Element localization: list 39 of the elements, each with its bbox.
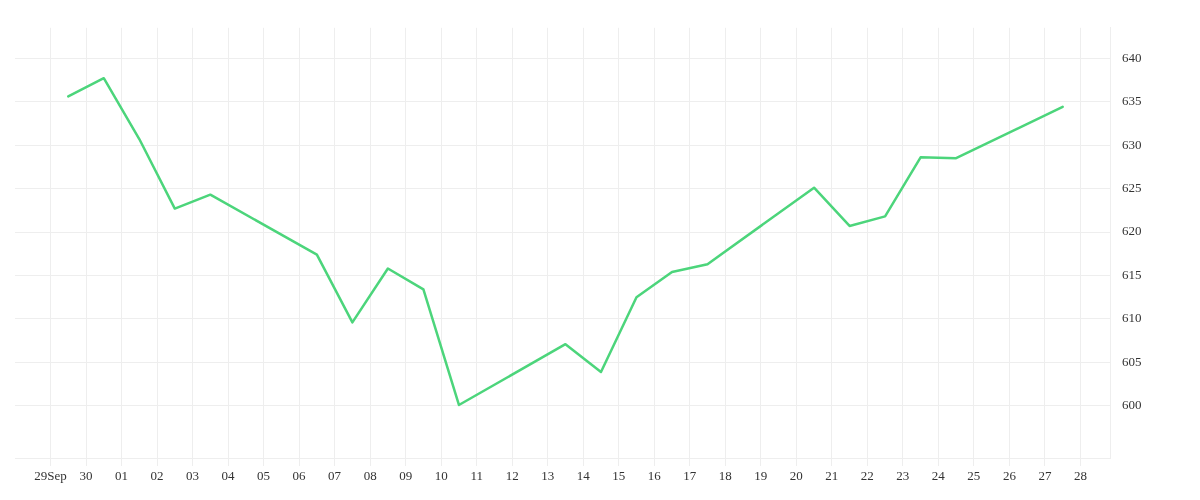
y-tick-label: 615	[1122, 266, 1142, 282]
x-tick-label: 16	[647, 468, 662, 484]
x-tick-label: 28	[1073, 468, 1087, 484]
x-tick-label: 19	[754, 468, 768, 484]
x-tick-label: 04	[221, 468, 236, 484]
x-tick-label: 17	[683, 468, 697, 484]
y-tick-label: 640	[1122, 49, 1142, 65]
x-tick-label: 12	[505, 468, 519, 484]
y-tick-label: 635	[1122, 93, 1142, 109]
x-tick-label: 13	[541, 468, 555, 484]
x-tick-label: 03	[186, 468, 200, 484]
x-tick-label: 11	[470, 468, 483, 484]
x-tick-label: 07	[328, 468, 342, 484]
x-tick-label: 18	[718, 468, 732, 484]
x-tick-label: 06	[292, 468, 307, 484]
y-tick-label: 605	[1122, 353, 1142, 369]
x-tick-label: 08	[363, 468, 377, 484]
x-tick-label: 09	[399, 468, 413, 484]
y-tick-label: 620	[1122, 223, 1142, 239]
x-tick-label: 01	[115, 468, 129, 484]
x-tick-label: 15	[612, 468, 626, 484]
x-tick-label: 30	[79, 468, 93, 484]
x-tick-label: 22	[860, 468, 874, 484]
x-tick-label: 20	[789, 468, 803, 484]
x-tick-label: 05	[257, 468, 271, 484]
x-tick-label: 25	[967, 468, 981, 484]
y-tick-label: 610	[1122, 310, 1142, 326]
x-tick-label: 29Sep	[34, 468, 67, 484]
x-tick-label: 27	[1038, 468, 1052, 484]
x-tick-label: 24	[931, 468, 946, 484]
x-tick-label: 23	[896, 468, 910, 484]
y-tick-label: 625	[1122, 180, 1142, 195]
x-tick-label: 14	[576, 468, 591, 484]
y-tick-label: 600	[1122, 397, 1142, 413]
x-tick-label: 26	[1002, 468, 1017, 484]
x-tick-label: 02	[150, 468, 164, 484]
x-tick-label: 21	[825, 468, 839, 484]
y-tick-label: 630	[1122, 136, 1142, 152]
x-tick-label: 10	[434, 468, 448, 484]
